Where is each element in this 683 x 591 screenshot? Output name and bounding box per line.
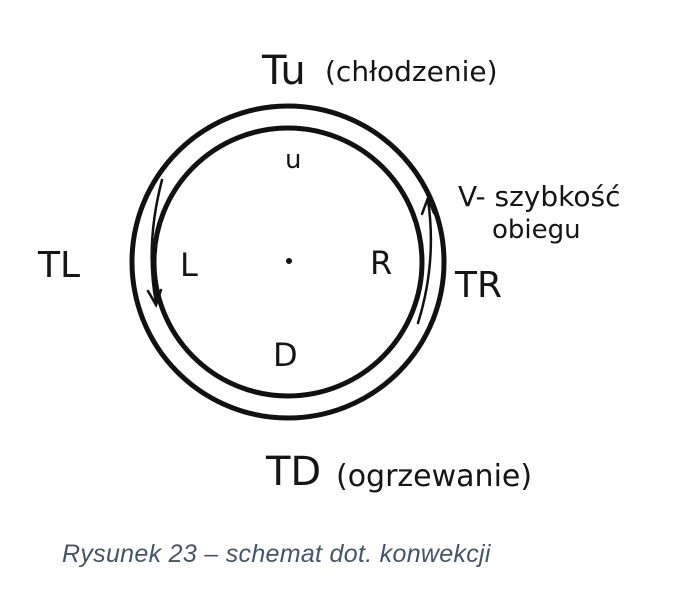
inner-label-top: u xyxy=(285,145,301,175)
inner-label-left: L xyxy=(180,246,198,284)
outer-label-left: TL xyxy=(37,245,80,286)
flow-arrow-left xyxy=(146,178,164,309)
speed-label-line1: V- szybkość xyxy=(458,180,620,213)
center-dot xyxy=(286,258,292,264)
bottom-label-main: TD xyxy=(265,449,321,495)
outer-circle xyxy=(129,103,447,421)
inner-label-right: R xyxy=(370,244,392,282)
bottom-label-note: (ogrzewanie) xyxy=(336,459,532,494)
speed-label-line2: obiegu xyxy=(492,215,581,245)
inner-circle xyxy=(151,125,425,399)
flow-arrow-right xyxy=(416,194,436,325)
inner-label-bottom: D xyxy=(273,336,298,374)
outer-label-right: TR xyxy=(454,265,502,306)
figure-caption: Rysunek 23 – schemat dot. konwekcji xyxy=(62,540,491,568)
top-label-note: (chłodzenie) xyxy=(325,55,498,88)
top-label-main: Tu xyxy=(261,48,306,94)
